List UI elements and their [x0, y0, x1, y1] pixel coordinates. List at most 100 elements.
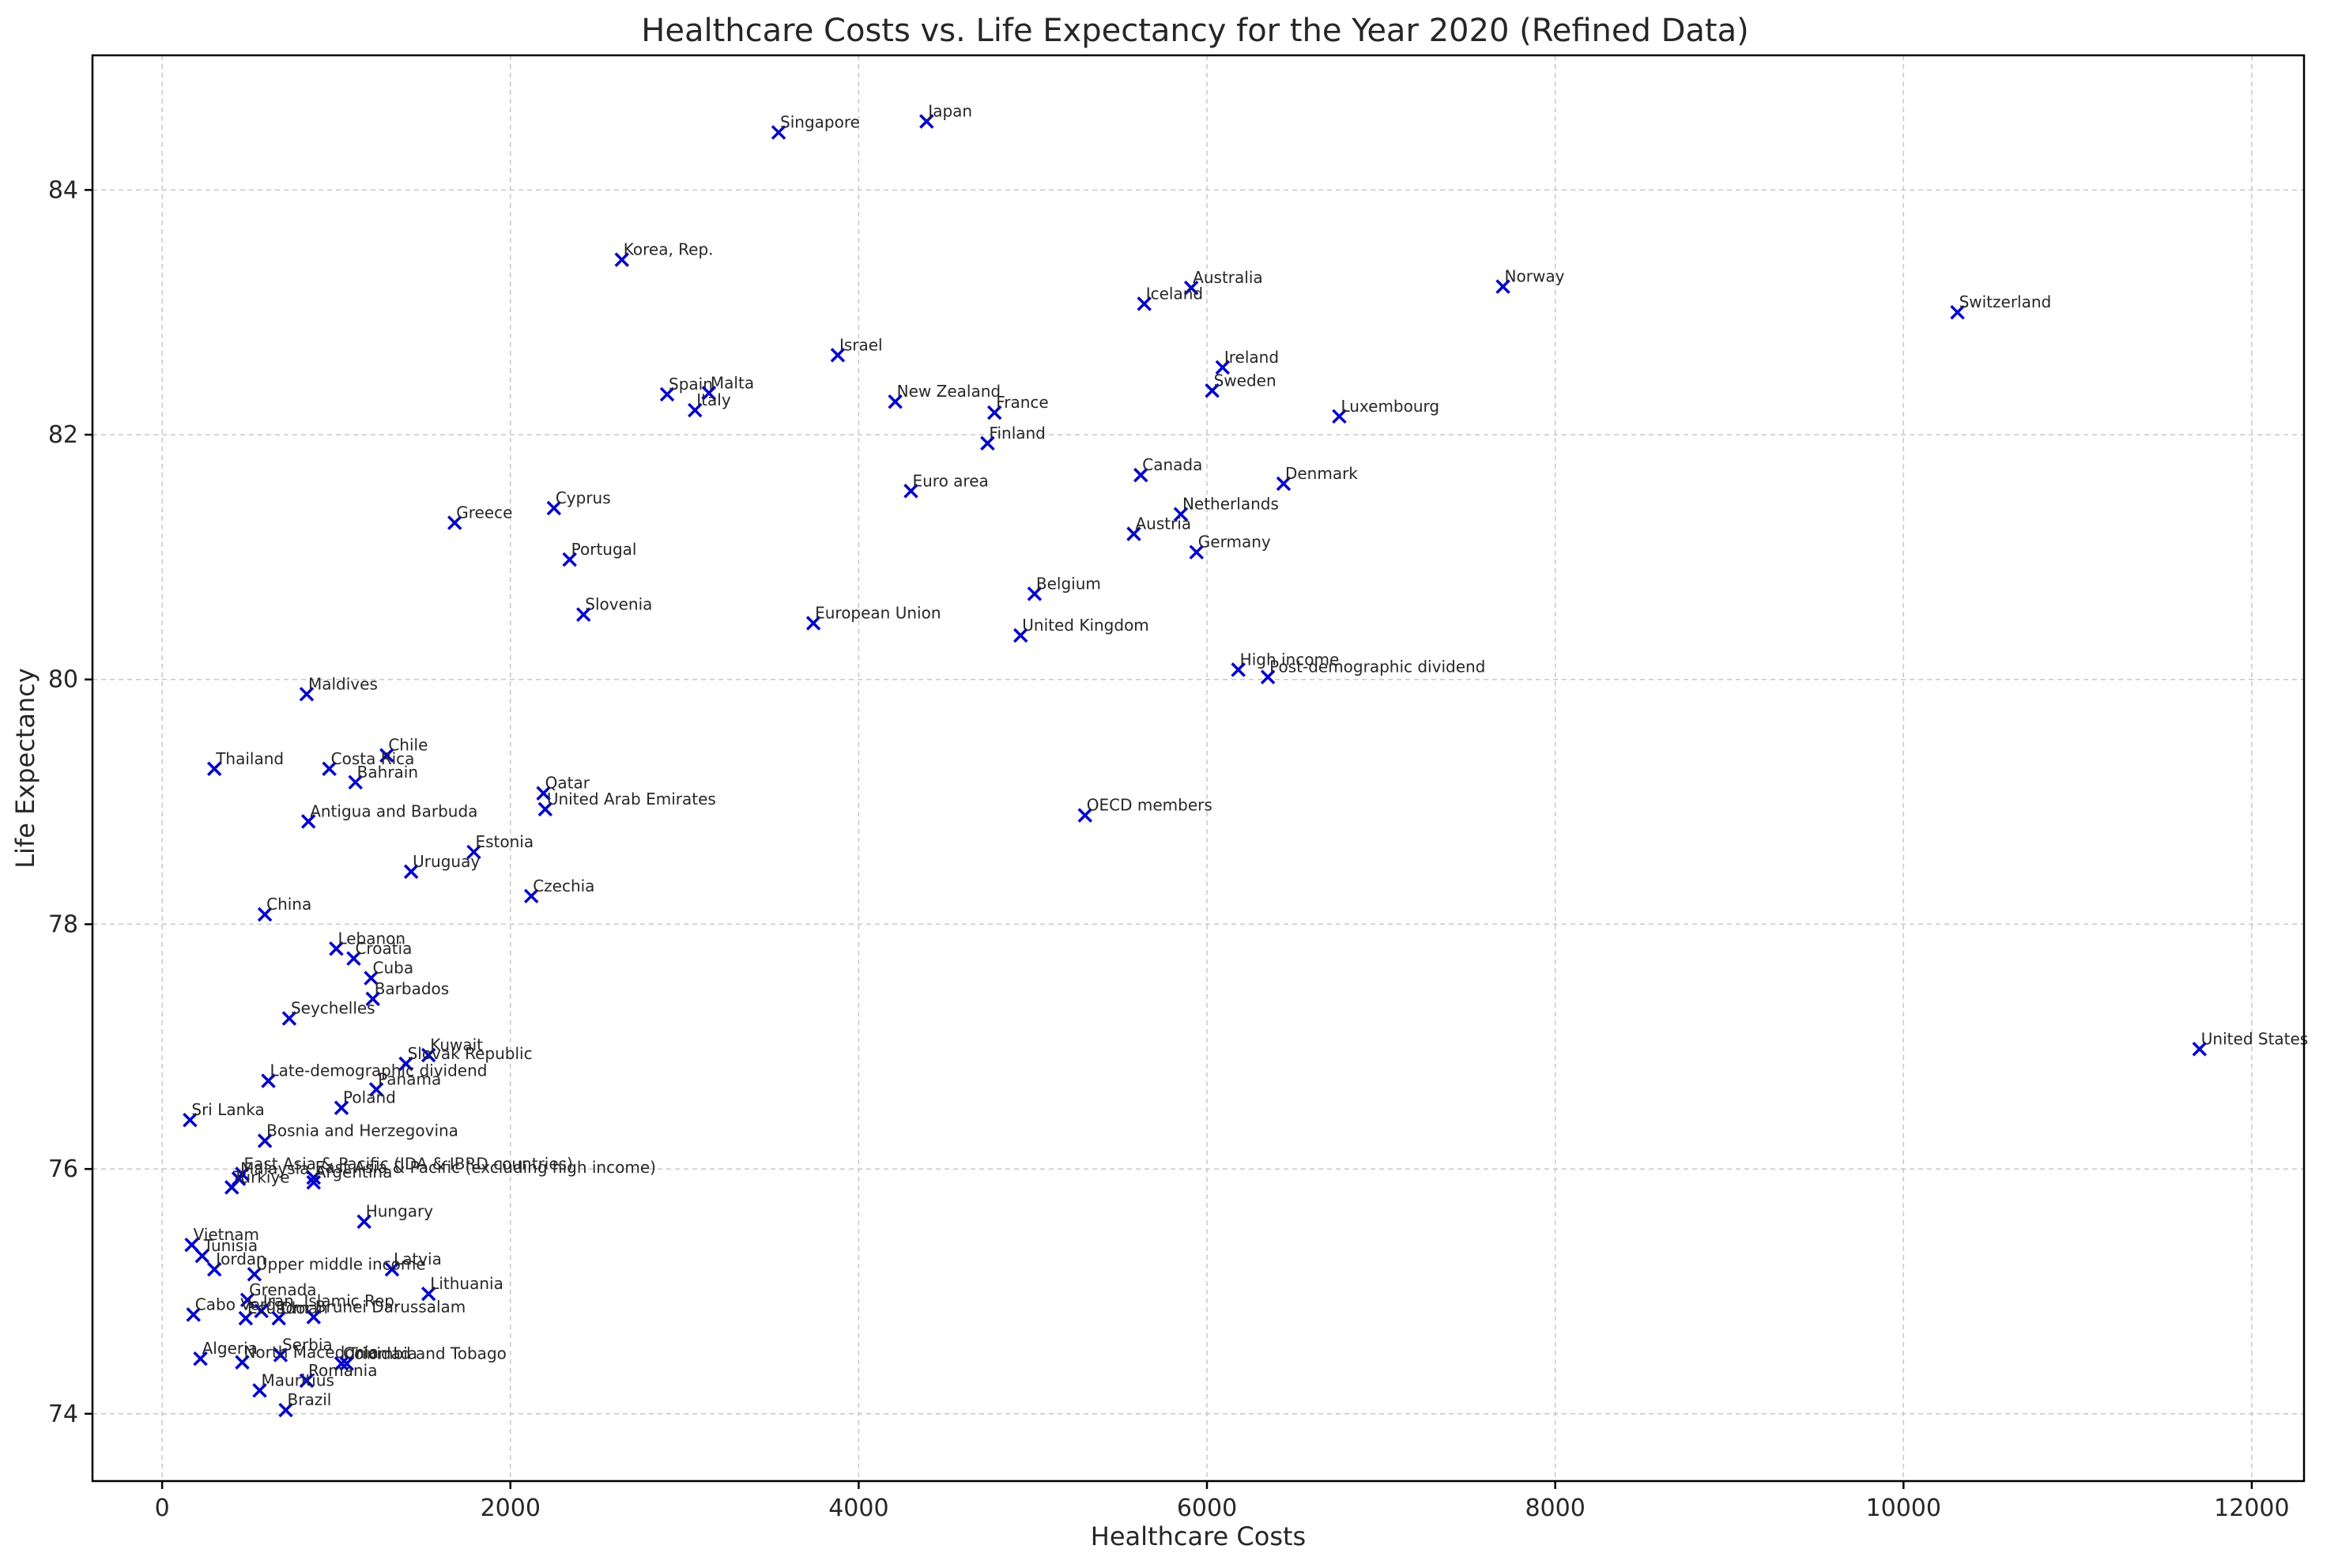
- point-label: Trinidad and Tobago: [348, 1344, 507, 1363]
- data-point: Grenada: [239, 1280, 317, 1308]
- y-tick-label: 84: [48, 176, 78, 204]
- point-label: Romania: [308, 1361, 377, 1380]
- point-marker-x: [183, 1112, 198, 1128]
- y-tick-label: 78: [48, 910, 78, 938]
- data-point: United States: [2192, 1029, 2308, 1057]
- point-marker-x: [986, 405, 1002, 420]
- point-label: Singapore: [780, 113, 860, 132]
- point-label: Thailand: [215, 749, 284, 768]
- point-marker-x: [334, 1100, 349, 1115]
- point-label: China: [266, 895, 311, 914]
- data-point: France: [986, 393, 1049, 420]
- data-point: Brazil: [278, 1390, 331, 1418]
- plot-frame: [91, 54, 2306, 1483]
- point-label: Colombia: [343, 1344, 417, 1363]
- point-label: Iceland: [1146, 284, 1203, 303]
- point-label: Slovenia: [585, 595, 652, 614]
- data-point: Oman: [271, 1298, 328, 1326]
- point-marker-x: [346, 951, 361, 967]
- point-marker-x: [299, 1373, 315, 1389]
- data-point: Japan: [919, 102, 972, 129]
- point-marker-x: [420, 1047, 436, 1063]
- point-label: Algeria: [202, 1339, 258, 1358]
- data-point: Bahrain: [348, 763, 418, 790]
- point-label: Slovak Republic: [408, 1044, 533, 1063]
- data-point: East Asia & Pacific (IDA & IBRD countrie…: [235, 1154, 573, 1182]
- point-marker-x: [329, 941, 344, 956]
- data-point: Finland: [980, 424, 1046, 451]
- point-marker-x: [271, 1310, 286, 1326]
- point-label: Oman: [281, 1298, 328, 1317]
- data-point: Hungary: [356, 1202, 434, 1229]
- data-point: Algeria: [193, 1339, 258, 1366]
- point-label: Lebanon: [338, 929, 405, 948]
- data-point: Lebanon: [329, 929, 405, 956]
- point-label: Sri Lanka: [191, 1100, 264, 1119]
- point-label: Cuba: [373, 959, 414, 978]
- data-point: New Zealand: [888, 382, 1001, 409]
- data-point: East Asia & Pacific (excluding high inco…: [306, 1158, 656, 1185]
- data-point: Upper middle income: [247, 1254, 426, 1282]
- point-label: Latvia: [394, 1250, 442, 1268]
- point-marker-x: [576, 607, 591, 622]
- data-point: Austria: [1126, 514, 1191, 541]
- point-label: New Zealand: [897, 382, 1001, 401]
- data-point: Jordan: [206, 1250, 266, 1277]
- data-point: Cuba: [364, 959, 414, 986]
- data-point: Ireland: [1215, 348, 1279, 375]
- data-point: Post-demographic dividend: [1260, 658, 1485, 684]
- point-marker-x: [1077, 808, 1093, 823]
- point-label: Qatar: [545, 774, 590, 793]
- y-tick-label: 82: [48, 421, 78, 449]
- data-point: Argentina: [306, 1163, 392, 1190]
- point-label: France: [996, 393, 1049, 412]
- data-point: Thailand: [206, 749, 284, 777]
- data-point: High income: [1231, 650, 1339, 677]
- point-label: Japan: [926, 102, 972, 121]
- point-label: Euro area: [912, 471, 988, 490]
- point-marker-x: [614, 252, 629, 267]
- point-label: Ireland: [1224, 348, 1279, 367]
- data-point: OECD members: [1077, 796, 1212, 823]
- data-point: Panama: [368, 1069, 441, 1097]
- point-marker-x: [888, 394, 903, 409]
- data-point: Czechia: [523, 876, 594, 904]
- point-marker-x: [206, 761, 222, 777]
- data-point: North Macedonia: [235, 1343, 379, 1370]
- point-label: Serbia: [282, 1336, 333, 1355]
- point-label: Cabo Verde: [195, 1295, 286, 1314]
- point-marker-x: [238, 1310, 254, 1326]
- point-label: United Kingdom: [1022, 616, 1149, 635]
- point-label: Netherlands: [1182, 495, 1279, 514]
- data-point: Singapore: [771, 113, 860, 140]
- point-marker-x: [261, 1073, 276, 1088]
- point-marker-x: [281, 1011, 297, 1026]
- data-point: Maldives: [299, 674, 378, 702]
- data-point: Ecuador: [238, 1298, 312, 1326]
- point-marker-x: [771, 125, 786, 140]
- point-label: Jordan: [214, 1250, 266, 1268]
- y-axis-label: Life Expectancy: [10, 668, 40, 869]
- data-point: Brunei Darussalam: [306, 1298, 466, 1325]
- data-point: Barbados: [365, 979, 449, 1007]
- point-label: Hungary: [366, 1202, 434, 1221]
- point-marker-x: [523, 888, 539, 904]
- point-label: Finland: [989, 424, 1045, 443]
- y-tick-label: 76: [48, 1155, 78, 1183]
- point-label: OECD members: [1087, 796, 1212, 815]
- point-label: Estonia: [475, 832, 534, 851]
- point-marker-x: [546, 500, 562, 516]
- point-marker-x: [194, 1248, 210, 1264]
- point-label: United States: [2201, 1029, 2308, 1048]
- ticks-layer: 0 2000 4000 6000 8000 10000 12000 74 76 78 80 82 84: [48, 176, 2290, 1522]
- point-label: Greece: [456, 503, 512, 522]
- point-marker-x: [1332, 409, 1347, 424]
- point-marker-x: [562, 552, 577, 567]
- y-tick-label: 80: [48, 666, 78, 694]
- point-marker-x: [1276, 476, 1292, 492]
- point-marker-x: [1133, 467, 1148, 483]
- point-label: Malaysia: [240, 1159, 309, 1178]
- point-label: Cyprus: [556, 488, 611, 507]
- data-point: Mauritius: [252, 1370, 334, 1398]
